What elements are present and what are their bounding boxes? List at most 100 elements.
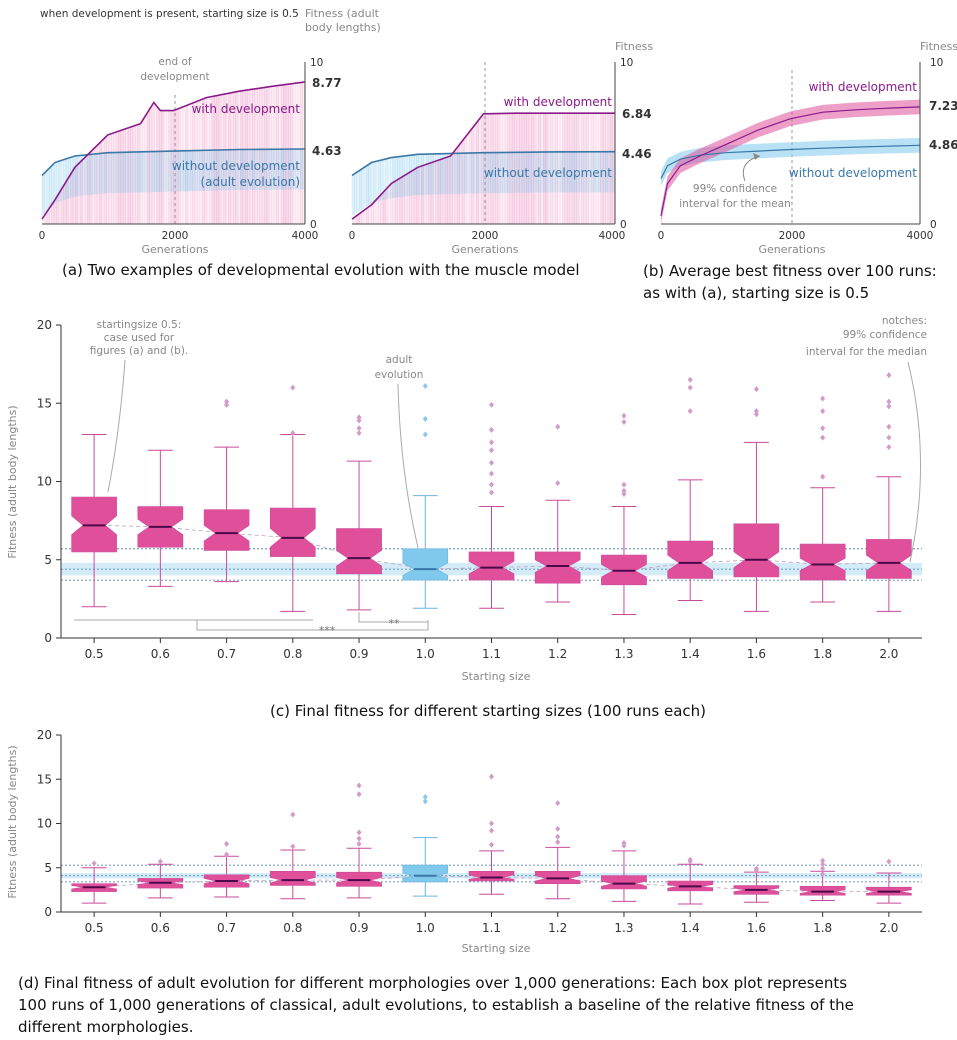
adult-population-column xyxy=(528,152,532,193)
x-tick-label: 1.0 xyxy=(416,921,435,935)
adult-population-column xyxy=(60,160,64,201)
x-tick-label: 1.2 xyxy=(548,921,567,935)
adult-population-column xyxy=(435,153,439,195)
dev-population-column xyxy=(146,111,150,224)
panel-a2-xtick-0: 0 xyxy=(349,230,356,242)
dev-population-column xyxy=(571,113,575,224)
adult-population-column xyxy=(242,149,246,190)
adult-population-column xyxy=(204,150,208,191)
adult-population-column xyxy=(595,151,599,193)
dev-population-column xyxy=(276,85,279,224)
outlier-point xyxy=(489,820,494,827)
dev-population-column xyxy=(495,113,499,224)
outlier-point xyxy=(820,865,826,872)
ex1-without-development-label: without development xyxy=(172,159,300,173)
adult-population-column xyxy=(487,152,491,194)
dev-population-column xyxy=(535,113,539,224)
adult-population-column xyxy=(75,155,79,197)
notched-box xyxy=(269,870,316,886)
adult-population-column xyxy=(368,163,372,205)
adult-population-column xyxy=(600,151,604,193)
adult-population-column xyxy=(471,152,475,194)
dev-population-column xyxy=(449,155,453,224)
outlier-point xyxy=(422,415,428,422)
outlier-point xyxy=(224,398,230,405)
outlier-point xyxy=(224,840,230,847)
dev-population-column xyxy=(378,196,381,224)
panel-c-ylabel: Fitness (adult body lengths) xyxy=(6,405,19,558)
dev-population-column xyxy=(531,113,535,224)
adult-population-column xyxy=(268,149,272,190)
dev-population-column xyxy=(118,130,122,224)
x-tick-label: 2.0 xyxy=(879,921,898,935)
panel-b-without-development-label: without development xyxy=(789,166,917,180)
sig-bracket-1 xyxy=(196,620,429,631)
adult-population-column xyxy=(113,152,117,194)
adult-population-column xyxy=(497,152,501,194)
adult-population-column xyxy=(230,149,234,191)
adult-population-column xyxy=(228,149,232,191)
adult-population-column xyxy=(509,152,513,193)
dev-population-column xyxy=(182,106,186,224)
dev-population-column xyxy=(401,176,405,224)
outlier-point xyxy=(290,811,296,818)
dev-population-column xyxy=(452,152,456,224)
dev-population-column xyxy=(564,113,568,224)
adult-population-column xyxy=(44,171,48,213)
adult-population-column xyxy=(375,161,379,202)
panel-b-series xyxy=(660,99,921,224)
adult-population-column xyxy=(540,151,544,193)
adult-population-column xyxy=(232,149,236,191)
panel-a2-series xyxy=(351,112,616,220)
outlier-point xyxy=(422,798,428,805)
dev-population-column xyxy=(411,170,415,224)
adult-population-column xyxy=(197,150,201,191)
dev-population-column xyxy=(461,139,465,224)
adult-population-column xyxy=(266,149,270,190)
dev-population-column xyxy=(201,98,205,224)
adult-population-column xyxy=(297,149,301,190)
without-development-line xyxy=(41,148,306,176)
outlier-point xyxy=(820,857,826,864)
adult-population-column xyxy=(394,156,398,198)
ann-start-1: startingsize 0.5: xyxy=(97,319,182,331)
panel-c: 0 5 10 15 20 0.5 0.6 0.7 0.8 0.9 1.0 1.1 1.2 1.3 1.4 1.… xyxy=(6,315,927,720)
outlier-point xyxy=(886,444,892,451)
adult-population-column xyxy=(430,153,434,195)
dev-population-column xyxy=(583,113,587,224)
dev-population-column xyxy=(299,82,303,224)
dev-population-column xyxy=(409,171,413,224)
adult-population-column xyxy=(389,157,393,199)
notched-box xyxy=(402,864,449,883)
adult-population-column xyxy=(421,154,425,195)
y-tick-label: 20 xyxy=(37,728,52,742)
adult-population-column xyxy=(454,153,458,194)
outlier-point xyxy=(820,861,826,868)
adult-population-column xyxy=(79,155,83,196)
dev-population-column xyxy=(177,108,181,224)
outlier-point xyxy=(886,434,892,441)
dev-population-column xyxy=(63,183,67,224)
outlier-point xyxy=(820,473,826,480)
dev-population-column xyxy=(602,113,606,224)
dev-population-column xyxy=(416,167,420,224)
dev-population-column xyxy=(48,206,52,224)
dev-population-column xyxy=(173,110,177,224)
x-tick-label: 0.9 xyxy=(349,921,368,935)
adult-population-column xyxy=(566,151,570,193)
panel-b-ci-label-2: interval for the mean xyxy=(679,198,791,210)
dev-population-column xyxy=(41,217,45,224)
y-tick-label: 10 xyxy=(37,475,52,489)
dev-population-column xyxy=(91,149,95,224)
adult-population-column xyxy=(382,159,386,200)
adult-population-column xyxy=(554,151,558,193)
adult-population-column xyxy=(101,153,105,194)
ann-notch-2: 99% confidence xyxy=(843,329,927,341)
adult-population-column xyxy=(564,151,568,193)
ex2-with-value: 6.84 xyxy=(622,107,652,121)
adult-population-column xyxy=(177,150,181,192)
ann-notch-1: notches: xyxy=(882,315,927,327)
adult-population-column xyxy=(602,151,606,193)
panel-b-xtick-2000: 2000 xyxy=(779,230,806,242)
adult-population-column xyxy=(495,152,499,194)
